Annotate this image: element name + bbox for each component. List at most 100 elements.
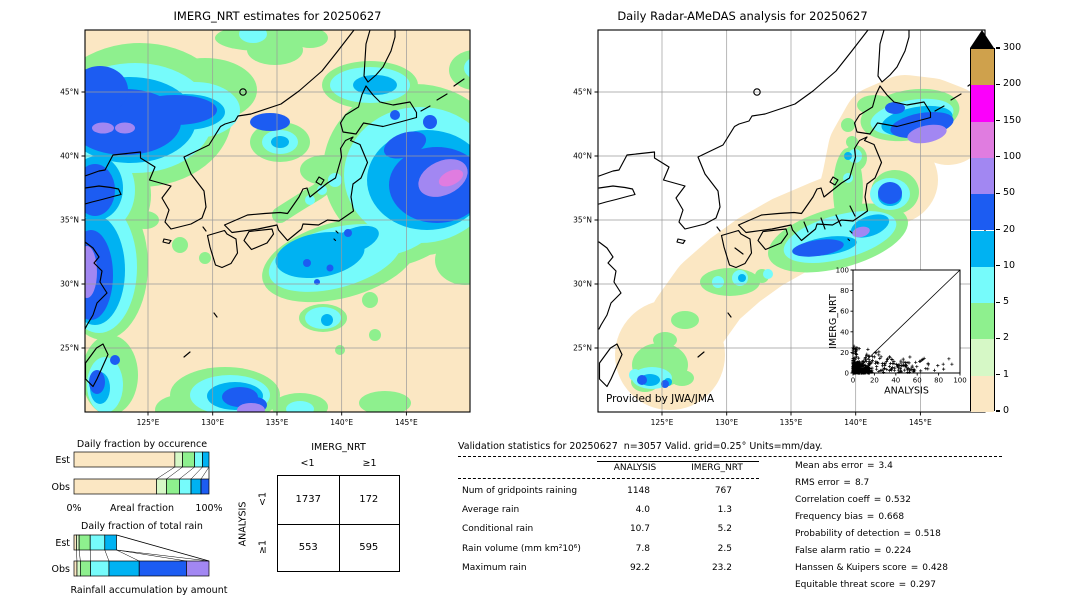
inset-y-tick: 60: [840, 308, 849, 316]
bar-segment: [76, 560, 81, 577]
colorbar-segment: [971, 49, 994, 86]
colorbar-tick-label: 200: [1003, 78, 1022, 90]
colorbar-tick: [996, 374, 1000, 376]
bar-segment: [76, 534, 80, 551]
divider: [597, 461, 759, 462]
right-map-title: Daily Radar-AMeDAS analysis for 20250627: [617, 9, 868, 23]
lat-tick-label: 35°N: [60, 216, 79, 225]
stat-value-imerg: 1.3: [717, 505, 732, 515]
column-header-imerg: IMERG_NRT: [691, 463, 743, 473]
inset-xlabel: ANALYSIS: [884, 386, 929, 397]
validation-header: Validation statistics for 20250627 n=305…: [458, 441, 823, 452]
column-header-analysis: ANALYSIS: [613, 463, 657, 473]
lon-tick-label: 135°E: [780, 418, 803, 427]
inset-scatter: 0 20 40 60 80 100 0 20 40 60 80 100 ANAL…: [828, 267, 967, 397]
connector-line: [179, 466, 195, 480]
colorbar-segment: [971, 230, 994, 267]
bar-segment: [200, 478, 210, 495]
row-label-est: Est: [55, 455, 70, 466]
inset-x-tick: 40: [891, 377, 900, 385]
score-item: False alarm ratio = 0.224: [795, 546, 911, 556]
colorbar-tick-label: 300: [1003, 42, 1022, 53]
precip-100-150mm: [438, 169, 464, 187]
colorbar-tick-label: 5: [1003, 296, 1010, 308]
bar-segment: [174, 451, 183, 468]
contingency-value: 595: [359, 541, 379, 553]
contingency-value: 553: [278, 523, 340, 571]
bar-segment: [90, 560, 110, 577]
colorbar-segment: [971, 194, 994, 231]
lon-tick-label: 135°E: [266, 418, 289, 427]
left-map-ticks: [81, 91, 407, 416]
inset-ticks: [850, 269, 961, 376]
lon-tick-label: 130°E: [201, 418, 224, 427]
colorbar-tick: [996, 47, 1000, 49]
score-value: 3.4: [878, 461, 893, 471]
stat-label: Maximum rain: [462, 563, 527, 573]
connector-line: [76, 549, 78, 562]
connector-line: [116, 534, 210, 562]
stat-value-imerg: 5.2: [717, 524, 732, 534]
bar-segment: [190, 478, 202, 495]
bar-segment: [194, 451, 203, 468]
colorbar-tick: [996, 228, 1000, 231]
fraction-charts: Daily fraction by occurence Est Obs 0% A…: [52, 439, 228, 596]
connector-line: [156, 466, 175, 480]
table-row: Conditional rain 10.7 5.2: [458, 524, 758, 538]
connector-line: [116, 549, 140, 562]
inset-y-tick: 0: [845, 370, 849, 378]
total-rain-bottom-label: Rainfall accumulation by amount: [71, 585, 228, 596]
lat-tick-label: 35°N: [573, 216, 592, 225]
score-value: 0.428: [922, 563, 948, 573]
row-label-obs: Obs: [52, 482, 71, 493]
connector-line: [104, 549, 110, 562]
bar-segment: [166, 478, 180, 495]
inset-x-tick: 0: [851, 377, 855, 385]
bar-segment: [179, 478, 192, 495]
right-map: Provided by JWA/JMA 0 20 40 60 80 100 0 …: [573, 29, 986, 427]
colorbar-segment: [971, 85, 994, 122]
lat-tick-label: 30°N: [573, 280, 592, 289]
colorbar-tick: [996, 120, 1000, 122]
inset-y-tick: 40: [840, 328, 849, 336]
connector-line: [116, 549, 210, 562]
score-label: Frequency bias: [795, 512, 863, 522]
lon-tick-label: 145°E: [395, 418, 418, 427]
colorbar-overflow-triangle: [970, 30, 994, 48]
bar-segment: [108, 560, 140, 577]
bar-segment: [79, 560, 91, 577]
row-label-est: Est: [55, 538, 70, 549]
stat-value-analysis: 4.0: [635, 505, 650, 515]
lon-tick-label: 125°E: [137, 418, 160, 427]
connector-line: [166, 466, 183, 480]
right-map-gridlines: [598, 30, 985, 412]
bar-segment: [104, 534, 117, 551]
right-map-lat-labels: 45°N 40°N 35°N 30°N 25°N: [573, 88, 592, 353]
table-row: Maximum rain 92.2 23.2: [458, 563, 758, 577]
right-map-ticks: [594, 91, 921, 416]
colorbar-tick-label: 50: [1003, 187, 1016, 199]
score-label: RMS error: [795, 478, 840, 488]
score-label: Correlation coeff: [795, 495, 870, 505]
inset-ylabel: IMERG_NRT: [828, 294, 839, 349]
bar-segment: [73, 451, 176, 468]
score-item: Frequency bias = 0.668: [795, 512, 904, 522]
stat-value-analysis: 7.8: [635, 544, 650, 554]
contingency-value: 1737: [278, 476, 340, 525]
table-row: Rain volume (mm km²10⁶) 7.8 2.5: [458, 544, 758, 558]
bar-segment: [89, 534, 106, 551]
connector-line: [190, 466, 203, 480]
lat-tick-label: 40°N: [60, 152, 79, 161]
score-item: Hanssen & Kuipers score = 0.428: [795, 563, 948, 573]
lon-tick-label: 140°E: [330, 418, 353, 427]
contingency-row-header: ANALYSIS: [237, 501, 249, 547]
inset-x-tick: 80: [934, 377, 943, 385]
score-item: Correlation coeff = 0.532: [795, 495, 911, 505]
score-value: 0.532: [885, 495, 911, 505]
lon-tick-label: 130°E: [715, 418, 738, 427]
total-rain-chart-title: Daily fraction of total rain: [81, 521, 203, 532]
axis-min-label: 0%: [66, 503, 81, 514]
contingency-col-header: IMERG_NRT: [311, 442, 366, 453]
bar-segment: [156, 478, 167, 495]
